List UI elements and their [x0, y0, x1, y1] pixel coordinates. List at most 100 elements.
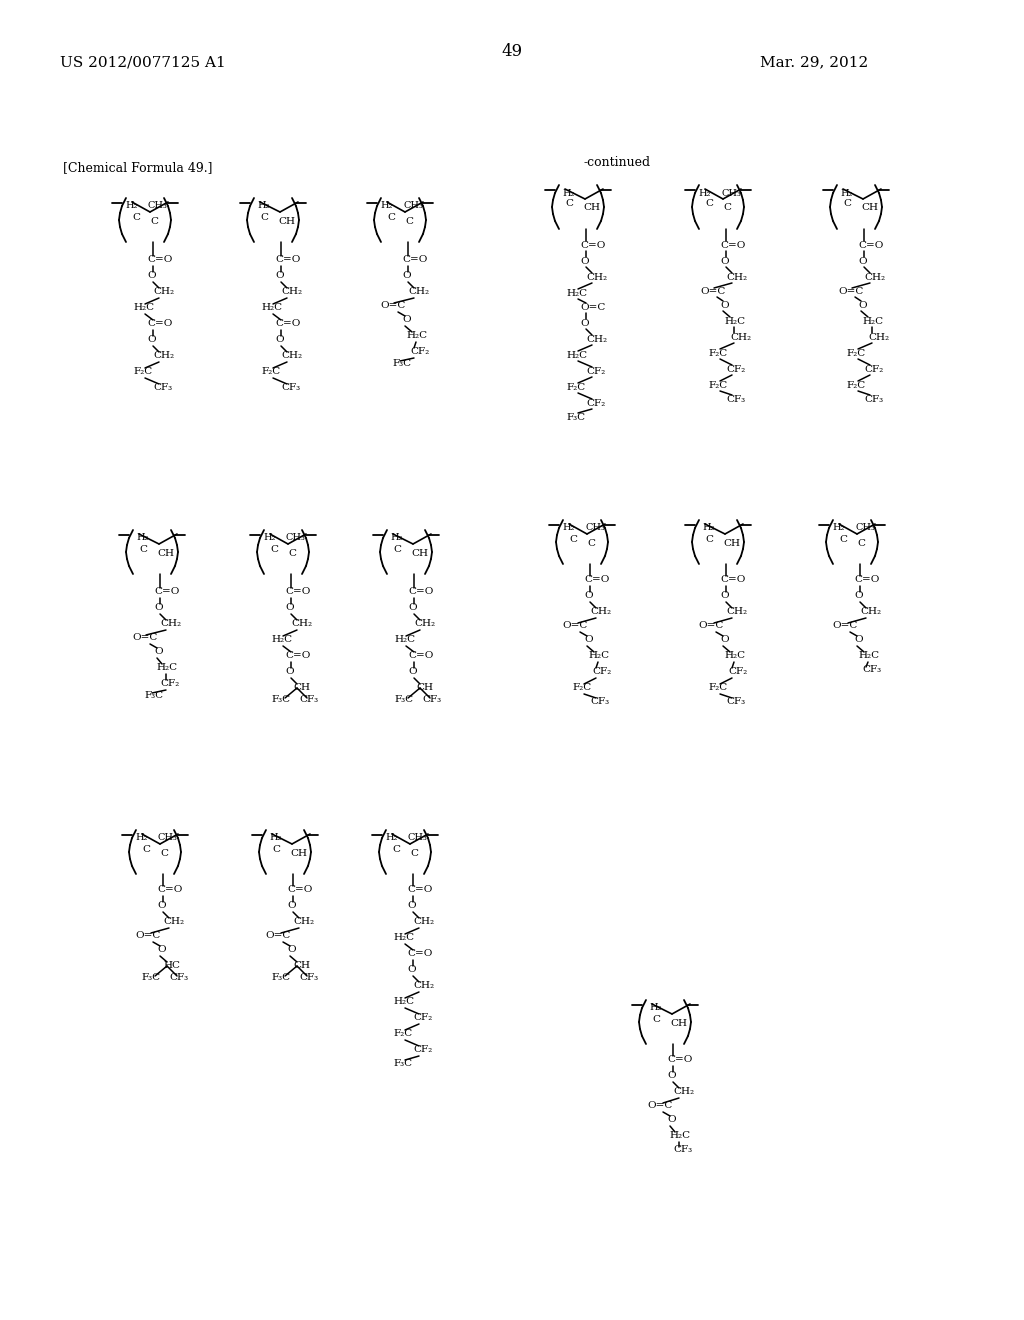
Text: CH₂: CH₂ — [413, 917, 434, 927]
Text: O: O — [287, 945, 296, 954]
Text: H₂: H₂ — [263, 533, 275, 543]
Text: H₂: H₂ — [380, 202, 392, 210]
Text: CH₂: CH₂ — [293, 917, 314, 927]
Text: CF₂: CF₂ — [864, 364, 884, 374]
Text: CF₃: CF₃ — [422, 696, 441, 705]
Text: O: O — [580, 256, 589, 265]
Text: O: O — [667, 1072, 676, 1081]
Text: O: O — [157, 945, 166, 954]
Text: H₂C: H₂C — [862, 317, 883, 326]
Text: CH₂: CH₂ — [163, 917, 184, 927]
Text: CH₂: CH₂ — [291, 619, 312, 628]
Text: C: C — [857, 539, 865, 548]
Text: C: C — [260, 213, 268, 222]
Text: C=O: C=O — [285, 652, 310, 660]
Text: O: O — [285, 603, 294, 612]
Text: C: C — [652, 1015, 660, 1023]
Text: CF₂: CF₂ — [592, 668, 611, 676]
Text: F₂C: F₂C — [708, 684, 727, 693]
Text: C=O: C=O — [408, 587, 433, 597]
Text: H₂C: H₂C — [724, 652, 745, 660]
Text: CH: CH — [411, 549, 428, 557]
Text: O: O — [157, 902, 166, 911]
Text: CH: CH — [723, 539, 740, 548]
Text: O: O — [147, 335, 156, 345]
Text: CH: CH — [670, 1019, 687, 1027]
Text: -continued: -continued — [583, 156, 650, 169]
Text: H₂C: H₂C — [724, 317, 745, 326]
Text: Mar. 29, 2012: Mar. 29, 2012 — [760, 55, 868, 69]
Text: C: C — [150, 216, 158, 226]
Text: O: O — [402, 272, 411, 281]
Text: C=O: C=O — [858, 240, 884, 249]
Text: F₂C: F₂C — [566, 383, 586, 392]
Text: H₂: H₂ — [269, 833, 282, 842]
Text: O=C: O=C — [132, 634, 158, 643]
Text: CF₃: CF₃ — [281, 384, 300, 392]
Text: C: C — [393, 544, 401, 553]
Text: H₂C: H₂C — [393, 998, 414, 1006]
Text: C=O: C=O — [154, 587, 179, 597]
Text: H₂: H₂ — [257, 202, 269, 210]
Text: CH: CH — [861, 203, 878, 213]
Text: F₃C: F₃C — [393, 1060, 412, 1068]
Text: H₂: H₂ — [698, 189, 711, 198]
Text: H₂C: H₂C — [566, 351, 587, 359]
Text: CH₂: CH₂ — [868, 333, 889, 342]
Text: CH₂: CH₂ — [860, 607, 881, 616]
Text: O: O — [854, 635, 862, 644]
Text: F₃C: F₃C — [392, 359, 411, 368]
Text: C=O: C=O — [147, 256, 172, 264]
Text: CH₂: CH₂ — [586, 272, 607, 281]
Text: CF₃: CF₃ — [299, 696, 318, 705]
Text: C=O: C=O — [287, 886, 312, 895]
Text: C: C — [723, 203, 731, 213]
Text: F₃C: F₃C — [566, 412, 585, 421]
Text: C: C — [132, 213, 140, 222]
Text: O: O — [275, 272, 284, 281]
Text: F₃C: F₃C — [141, 974, 160, 982]
Text: F₂C: F₂C — [393, 1030, 413, 1039]
Text: F₃C: F₃C — [144, 692, 163, 701]
Text: [Chemical Formula 49.]: [Chemical Formula 49.] — [63, 161, 213, 174]
Text: H₂: H₂ — [562, 524, 574, 532]
Text: CF₃: CF₃ — [862, 665, 881, 675]
Text: O=C: O=C — [831, 622, 857, 631]
Text: CF₂: CF₂ — [410, 347, 429, 356]
Text: C: C — [705, 199, 713, 209]
Text: C=O: C=O — [667, 1056, 692, 1064]
Text: O: O — [287, 902, 296, 911]
Text: O=C: O=C — [838, 286, 863, 296]
Text: CF₃: CF₃ — [726, 395, 745, 404]
Text: H₂C: H₂C — [394, 635, 415, 644]
Text: C=O: C=O — [854, 576, 880, 585]
Text: C=O: C=O — [720, 576, 745, 585]
Text: O: O — [858, 256, 866, 265]
Text: C: C — [288, 549, 296, 557]
Text: F₂C: F₂C — [846, 380, 865, 389]
Text: H₂: H₂ — [385, 833, 397, 842]
Text: CH₃: CH₃ — [721, 189, 741, 198]
Text: CF₃: CF₃ — [726, 697, 745, 706]
Text: O: O — [402, 315, 411, 325]
Text: H₂C: H₂C — [393, 933, 414, 942]
Text: CF₂: CF₂ — [413, 1014, 432, 1023]
Text: O: O — [584, 591, 593, 601]
Text: O=C: O=C — [265, 932, 291, 940]
Text: H₂: H₂ — [562, 189, 574, 198]
Text: O: O — [720, 256, 729, 265]
Text: F₃C: F₃C — [394, 696, 413, 705]
Text: C: C — [410, 849, 418, 858]
Text: C: C — [139, 544, 147, 553]
Text: CF₂: CF₂ — [726, 364, 745, 374]
Text: CF₂: CF₂ — [728, 668, 748, 676]
Text: O: O — [720, 591, 729, 601]
Text: O: O — [407, 902, 416, 911]
Text: H₂C: H₂C — [566, 289, 587, 297]
Text: HC: HC — [163, 961, 180, 970]
Text: C: C — [843, 199, 851, 209]
Text: C: C — [387, 213, 395, 222]
Text: F₂C: F₂C — [133, 367, 153, 376]
Text: C=O: C=O — [285, 587, 310, 597]
Text: CF₂: CF₂ — [586, 399, 605, 408]
